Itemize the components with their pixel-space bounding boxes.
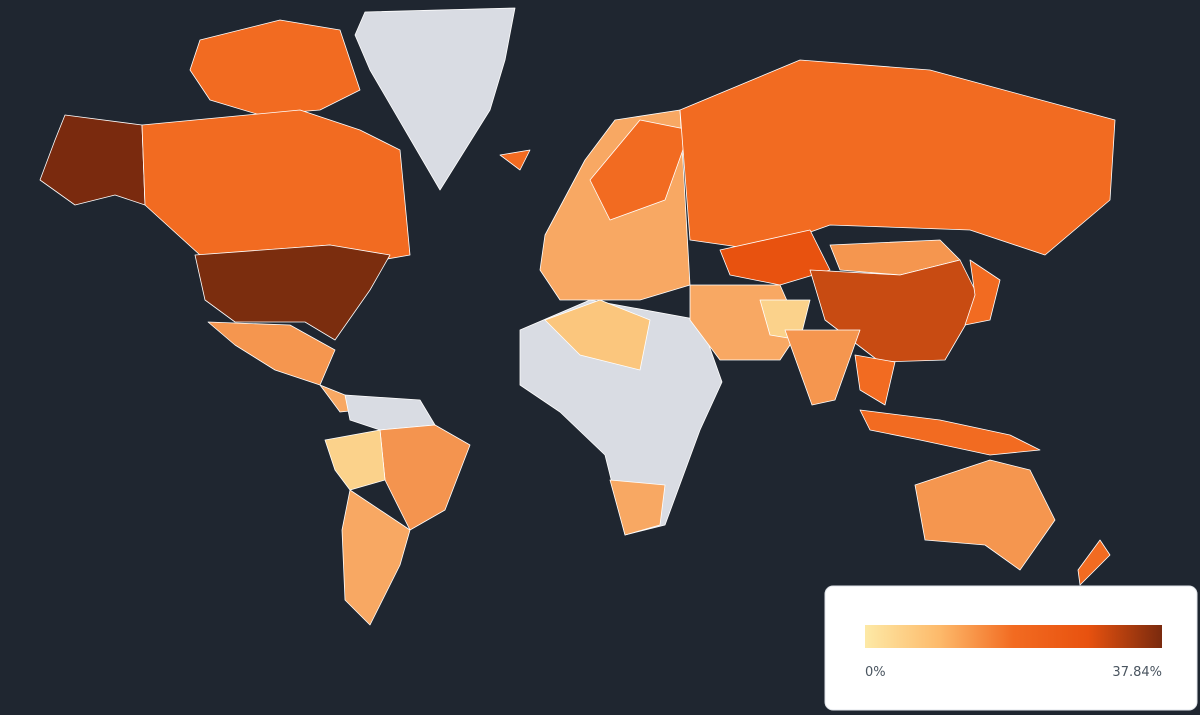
arctic-islands	[189, 19, 361, 116]
australia	[914, 459, 1056, 571]
south-africa	[609, 479, 666, 536]
southern-cone	[341, 489, 411, 626]
canada	[141, 109, 411, 263]
legend-max: 37.84%	[1112, 665, 1162, 680]
andean	[324, 429, 386, 491]
countries	[39, 7, 1116, 626]
japan	[964, 259, 1001, 326]
africa	[519, 299, 723, 536]
india	[784, 329, 861, 406]
new-zealand	[1077, 539, 1111, 586]
iceland	[499, 149, 531, 171]
north-africa	[544, 299, 651, 371]
legend-min: 0%	[865, 665, 886, 680]
usa	[194, 244, 391, 341]
indochina	[854, 354, 896, 406]
legend: 0% 37.84%	[824, 585, 1198, 711]
greenland	[354, 7, 516, 191]
scandinavia	[589, 119, 691, 221]
indonesia	[859, 409, 1041, 456]
color-scale	[865, 625, 1162, 648]
kazakhstan	[719, 229, 831, 286]
